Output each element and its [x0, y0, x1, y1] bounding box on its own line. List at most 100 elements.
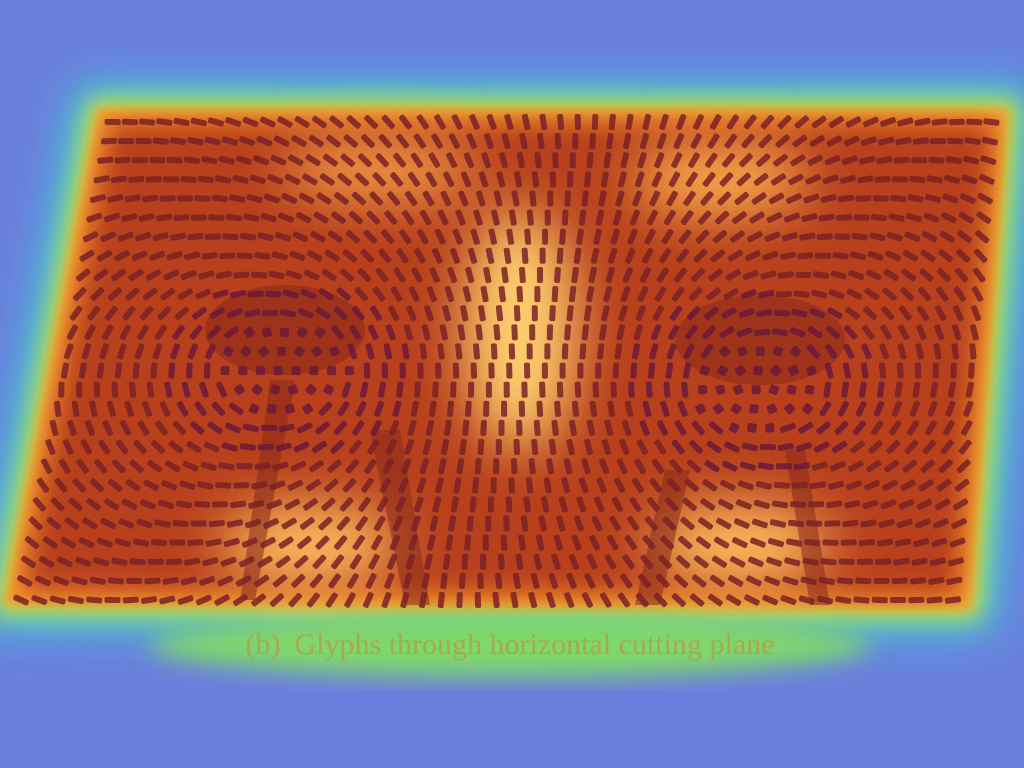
glyph	[615, 190, 625, 207]
glyph	[254, 462, 271, 470]
glyph	[668, 171, 681, 188]
glyph	[859, 155, 876, 165]
glyph	[327, 459, 342, 473]
glyph	[780, 595, 797, 605]
glyph	[468, 381, 475, 398]
glyph	[510, 458, 518, 475]
glyph	[176, 195, 194, 202]
glyph	[637, 152, 647, 169]
glyph	[579, 343, 587, 360]
glyph	[64, 517, 80, 530]
glyph	[446, 152, 458, 169]
glyph	[66, 324, 79, 341]
glyph	[900, 479, 916, 492]
glyph	[111, 459, 126, 474]
glyph	[518, 400, 526, 417]
glyph	[835, 596, 852, 604]
glyph	[844, 500, 861, 509]
glyph	[121, 118, 138, 126]
glyph	[177, 288, 194, 300]
glyph	[477, 572, 484, 589]
glyph	[346, 115, 361, 129]
glyph	[733, 518, 750, 529]
glyph	[904, 439, 919, 455]
glyph	[829, 460, 846, 472]
glyph	[812, 271, 830, 279]
glyph	[172, 324, 185, 340]
glyph	[298, 192, 315, 205]
glyph	[872, 195, 889, 202]
glyph	[333, 535, 348, 550]
glyph	[547, 190, 554, 207]
glyph	[67, 419, 77, 436]
glyph	[651, 171, 663, 188]
glyph	[124, 400, 134, 417]
glyph	[488, 228, 498, 245]
glyph	[944, 174, 961, 184]
glyph	[569, 152, 576, 169]
glyph	[805, 174, 822, 185]
glyph	[654, 152, 665, 169]
glyph	[791, 308, 808, 318]
glyph	[470, 362, 478, 379]
glyph	[754, 328, 771, 336]
glyph	[822, 174, 839, 185]
glyph	[904, 231, 921, 242]
caption-text: Glyphs through horizontal cutting plane	[295, 628, 775, 661]
glyph	[656, 267, 669, 283]
glyph	[845, 116, 862, 128]
glyph	[483, 133, 494, 150]
glyph	[824, 343, 838, 359]
glyph	[374, 400, 385, 417]
glyph	[348, 210, 364, 225]
glyph	[513, 305, 521, 322]
glyph	[819, 401, 832, 417]
glyph	[225, 422, 241, 434]
glyph	[501, 266, 509, 284]
glyph	[660, 535, 675, 550]
glyph	[806, 344, 821, 359]
glyph	[543, 477, 552, 494]
glyph	[128, 175, 145, 183]
glyph	[549, 171, 557, 188]
glyph	[744, 594, 760, 606]
glyph	[164, 460, 181, 473]
glyph	[402, 572, 413, 589]
glyph	[445, 534, 454, 551]
glyph	[758, 289, 775, 299]
glyph	[673, 267, 688, 283]
glyph	[194, 401, 207, 417]
glyph	[709, 114, 722, 130]
glyph	[820, 194, 837, 203]
glyph	[452, 228, 463, 245]
glyph	[385, 324, 396, 341]
glyph	[187, 343, 198, 360]
glyph	[367, 324, 379, 341]
glyph	[160, 287, 176, 301]
glyph	[485, 381, 492, 398]
glyph	[711, 555, 728, 568]
glyph	[331, 325, 345, 340]
glyph	[753, 172, 769, 186]
glyph	[381, 592, 392, 608]
glyph	[321, 497, 336, 512]
glyph	[474, 458, 482, 475]
glyph	[671, 152, 683, 169]
glyph	[842, 519, 859, 528]
glyph	[721, 307, 737, 320]
glyph	[980, 155, 997, 166]
glyph	[600, 171, 609, 188]
glyph	[169, 137, 187, 145]
glyph	[257, 443, 274, 451]
glyph	[782, 576, 799, 586]
glyph	[862, 116, 879, 128]
glyph	[278, 423, 295, 433]
glyph	[740, 289, 757, 300]
glyph	[896, 518, 913, 529]
glyph	[218, 155, 235, 165]
glyph	[465, 400, 472, 417]
glyph	[604, 419, 614, 436]
glyph	[151, 538, 168, 547]
glyph	[114, 156, 131, 164]
glyph	[676, 248, 690, 264]
